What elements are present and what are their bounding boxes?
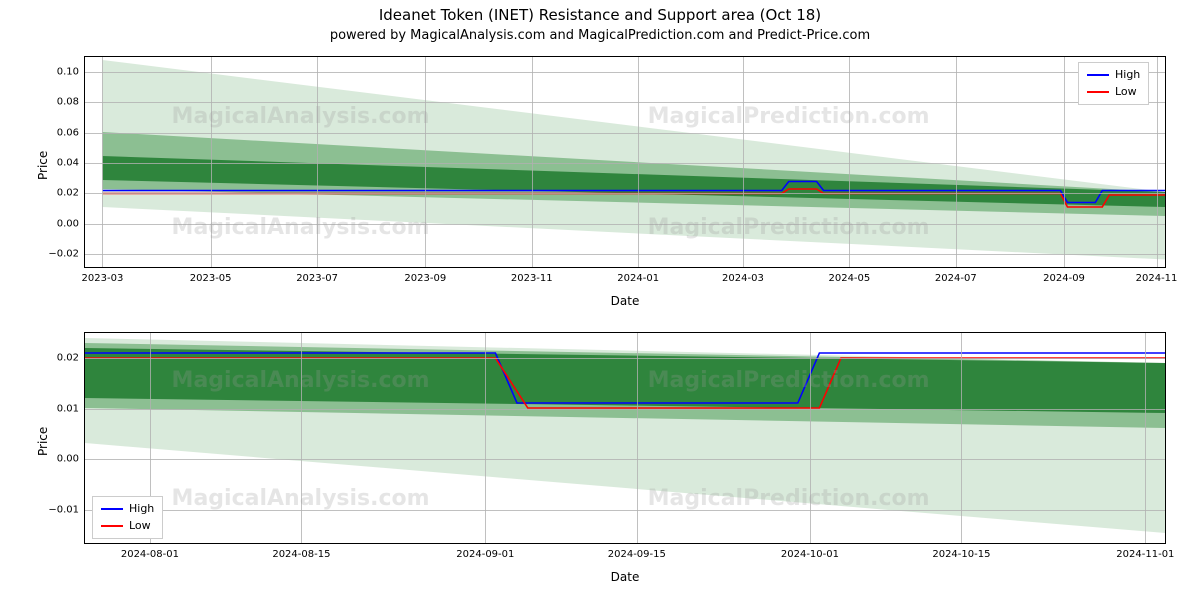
x-tick-label: 2024-09	[1043, 267, 1085, 284]
x-tick-label: 2024-08-01	[121, 543, 179, 560]
bottom-plot-area	[85, 333, 1165, 543]
y-tick-label: 0.04	[57, 158, 85, 169]
gridline-v	[425, 57, 426, 267]
legend-item: High	[1087, 67, 1140, 84]
y-tick-label: 0.00	[57, 454, 85, 465]
gridline-v	[956, 57, 957, 267]
bottom-y-axis-label: Price	[36, 427, 50, 456]
gridline-v	[211, 57, 212, 267]
y-tick-label: 0.08	[57, 97, 85, 108]
figure: Ideanet Token (INET) Resistance and Supp…	[0, 0, 1200, 600]
top-series-svg	[85, 57, 1165, 267]
gridline-v	[1145, 333, 1146, 543]
gridline-h	[85, 510, 1165, 511]
x-tick-label: 2024-07	[935, 267, 977, 284]
x-tick-label: 2024-10-01	[781, 543, 839, 560]
top-chart-panel: −0.020.000.020.040.060.080.102023-032023…	[84, 56, 1166, 268]
legend-label: Low	[129, 518, 151, 535]
top-plot-area	[85, 57, 1165, 267]
bottom-x-axis-label: Date	[84, 570, 1166, 584]
gridline-h	[85, 72, 1165, 73]
legend-swatch	[1087, 91, 1109, 93]
bottom-series-svg	[85, 333, 1165, 543]
legend-item: Low	[101, 518, 154, 535]
x-tick-label: 2023-03	[82, 267, 124, 284]
x-tick-label: 2024-03	[722, 267, 764, 284]
gridline-v	[638, 57, 639, 267]
top-y-axis-label: Price	[36, 151, 50, 180]
top-x-axis-label: Date	[84, 294, 1166, 308]
gridline-v	[849, 57, 850, 267]
bottom-legend: HighLow	[92, 496, 163, 539]
gridline-v	[532, 57, 533, 267]
y-tick-label: 0.10	[57, 67, 85, 78]
x-tick-label: 2024-08-15	[272, 543, 330, 560]
y-tick-label: −0.02	[48, 248, 85, 259]
y-tick-label: −0.01	[48, 504, 85, 515]
top-legend: HighLow	[1078, 62, 1149, 105]
bottom-chart-panel: −0.010.000.010.022024-08-012024-08-15202…	[84, 332, 1166, 544]
legend-item: Low	[1087, 84, 1140, 101]
gridline-h	[85, 102, 1165, 103]
chart-title: Ideanet Token (INET) Resistance and Supp…	[0, 6, 1200, 24]
y-tick-label: 0.06	[57, 127, 85, 138]
gridline-h	[85, 459, 1165, 460]
y-tick-label: 0.02	[57, 353, 85, 364]
gridline-h	[85, 409, 1165, 410]
gridline-v	[743, 57, 744, 267]
x-tick-label: 2023-07	[296, 267, 338, 284]
legend-label: High	[129, 501, 154, 518]
x-tick-label: 2024-10-15	[932, 543, 990, 560]
gridline-v	[301, 333, 302, 543]
y-tick-label: 0.01	[57, 403, 85, 414]
gridline-h	[85, 163, 1165, 164]
legend-swatch	[101, 525, 123, 527]
x-tick-label: 2023-05	[190, 267, 232, 284]
x-tick-label: 2024-11	[1136, 267, 1178, 284]
gridline-h	[85, 133, 1165, 134]
gridline-v	[485, 333, 486, 543]
chart-subtitle: powered by MagicalAnalysis.com and Magic…	[0, 28, 1200, 43]
legend-swatch	[101, 508, 123, 510]
y-tick-label: 0.00	[57, 218, 85, 229]
y-tick-label: 0.02	[57, 188, 85, 199]
x-tick-label: 2024-01	[617, 267, 659, 284]
legend-swatch	[1087, 74, 1109, 76]
gridline-v	[317, 57, 318, 267]
gridline-v	[637, 333, 638, 543]
x-tick-label: 2024-09-01	[456, 543, 514, 560]
gridline-h	[85, 254, 1165, 255]
legend-label: Low	[1115, 84, 1137, 101]
gridline-h	[85, 193, 1165, 194]
gridline-v	[961, 333, 962, 543]
gridline-v	[1157, 57, 1158, 267]
gridline-v	[810, 333, 811, 543]
gridline-v	[1064, 57, 1065, 267]
legend-label: High	[1115, 67, 1140, 84]
x-tick-label: 2023-09	[404, 267, 446, 284]
x-tick-label: 2023-11	[511, 267, 553, 284]
gridline-v	[102, 57, 103, 267]
x-tick-label: 2024-09-15	[608, 543, 666, 560]
legend-item: High	[101, 501, 154, 518]
gridline-h	[85, 224, 1165, 225]
x-tick-label: 2024-11-01	[1116, 543, 1174, 560]
gridline-h	[85, 358, 1165, 359]
x-tick-label: 2024-05	[828, 267, 870, 284]
